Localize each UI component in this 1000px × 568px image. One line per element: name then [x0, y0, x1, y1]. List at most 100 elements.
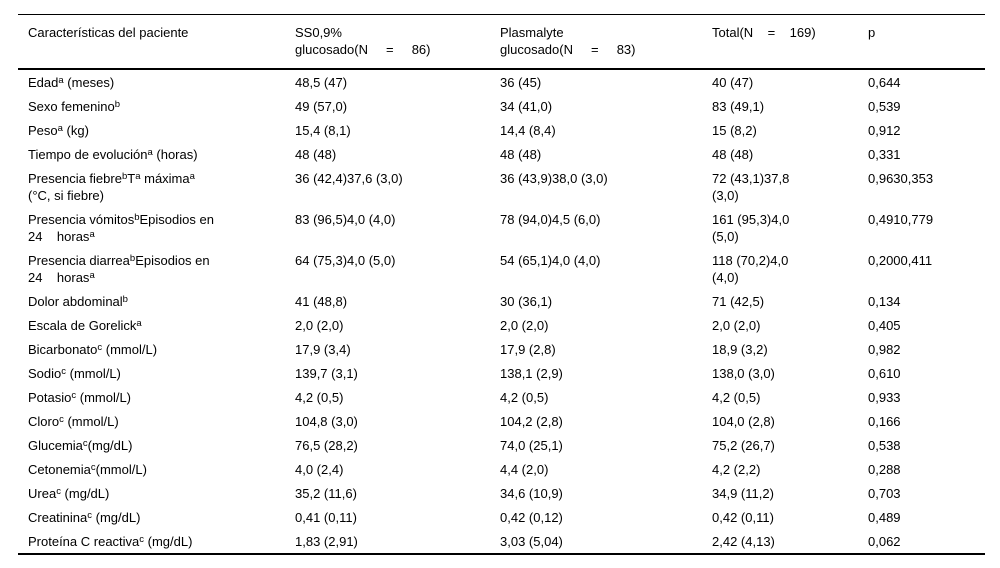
footnote-marker: a	[57, 122, 63, 134]
column-header-total: Total(N = 169)	[712, 14, 868, 70]
value-cell-total: 75,2 (26,7)	[712, 437, 775, 453]
value-cell-ss09: 4,2 (0,5)	[295, 389, 344, 405]
row-label-cell: Cetonemiac(mmol/L)	[28, 461, 147, 477]
row-label-cell: Proteína C reactivac (mg/dL)	[18, 529, 295, 555]
value-cell-plasmalyte: 4,2 (0,5)	[500, 389, 549, 405]
value-cell-p: 0,610	[868, 365, 901, 381]
value-cell-plasmalyte: 138,1 (2,9)	[500, 365, 563, 381]
value-cell-plasmalyte: 104,2 (2,8)	[500, 413, 563, 429]
value-cell-p: 0,2000,411	[868, 252, 933, 268]
row-label-cell: Glucemiac(mg/dL)	[28, 437, 133, 453]
footnote-marker: c	[56, 485, 61, 497]
value-cell-p: 0,288	[868, 461, 901, 477]
footnote-marker: c	[139, 533, 145, 545]
table-body: Edada (meses) 48,5 (47) 36 (45) 40 (47) …	[18, 69, 985, 555]
footnote-marker: b	[121, 170, 128, 182]
value-cell-ss09: 104,8 (3,0)	[295, 413, 358, 429]
row-label-cell: Potasioc (mmol/L)	[28, 389, 132, 405]
value-cell-plasmalyte: 4,4 (2,0)	[500, 461, 549, 477]
column-header-ss09-glucosado: SS0,9% glucosado(N = 86)	[295, 14, 500, 70]
value-cell-total: 83 (49,1)	[712, 98, 765, 114]
row-label-cell: Sodioc (mmol/L)	[28, 365, 121, 381]
value-cell-ss09: 4,0 (2,4)	[295, 461, 344, 477]
value-cell-plasmalyte: 36 (43,9)38,0 (3,0)	[500, 170, 608, 186]
value-cell-plasmalyte: 48 (48)	[500, 146, 542, 162]
value-cell-ss09: 49 (57,0)	[295, 98, 348, 114]
value-cell-plasmalyte: 14,4 (8,4)	[500, 122, 556, 138]
value-cell-p: 0,703	[868, 485, 901, 501]
row-label-cell: Escala de Gorelicka	[28, 317, 142, 333]
value-cell-ss09: 48,5 (47)	[295, 74, 348, 90]
value-cell-plasmalyte: 2,0 (2,0)	[500, 317, 549, 333]
table-row: Bicarbonatoc (mmol/L) 17,9 (3,4) 17,9 (2…	[18, 337, 985, 361]
value-cell-p: 0,405	[868, 317, 901, 333]
value-cell-ss09: 35,2 (11,6)	[295, 485, 357, 501]
value-cell-plasmalyte: 0,42 (0,12)	[500, 509, 563, 525]
value-cell-total: 34,9 (11,2)	[712, 485, 774, 501]
value-cell-total: 118 (70,2)4,0 (4,0)	[712, 252, 789, 285]
value-cell-total: 2,0 (2,0)	[712, 317, 761, 333]
footnote-marker: c	[97, 341, 103, 353]
footnote-marker: a	[89, 228, 95, 240]
table-row: Presencia diarreabEpisodios en 24 horasa…	[18, 248, 985, 289]
row-label-cell: Presencia diarreabEpisodios en 24 horasa	[28, 252, 210, 285]
footnote-marker: b	[114, 98, 121, 110]
value-cell-ss09: 2,0 (2,0)	[295, 317, 344, 333]
header-row: Características del paciente SS0,9% gluc…	[18, 14, 985, 70]
column-header-characteristics: Características del paciente	[18, 14, 295, 70]
value-cell-p: 0,9630,353	[868, 170, 934, 186]
value-cell-p: 0,933	[868, 389, 901, 405]
value-cell-total: 161 (95,3)4,0 (5,0)	[712, 211, 790, 244]
table-row: Presencia vómitosbEpisodios en 24 horasa…	[18, 207, 985, 248]
footnote-marker: c	[59, 413, 64, 425]
column-header-plasmalyte-glucosado: Plasmalyte glucosado(N = 83)	[500, 14, 712, 70]
value-cell-plasmalyte: 54 (65,1)4,0 (4,0)	[500, 252, 601, 268]
column-header-p-value: p	[868, 14, 985, 70]
value-cell-p: 0,062	[868, 529, 985, 555]
value-cell-ss09: 1,83 (2,91)	[295, 529, 500, 555]
table-row: Escala de Gorelicka 2,0 (2,0) 2,0 (2,0) …	[18, 313, 985, 337]
value-cell-plasmalyte: 17,9 (2,8)	[500, 341, 556, 357]
table-row: Pesoa (kg) 15,4 (8,1) 14,4 (8,4) 15 (8,2…	[18, 118, 985, 142]
value-cell-ss09: 139,7 (3,1)	[295, 365, 358, 381]
value-cell-ss09: 83 (96,5)4,0 (4,0)	[295, 211, 396, 227]
value-cell-plasmalyte: 30 (36,1)	[500, 293, 553, 309]
footnote-marker: a	[58, 74, 64, 86]
row-label-cell: Creatininac (mg/dL)	[28, 509, 141, 525]
row-label-cell: Pesoa (kg)	[28, 122, 89, 138]
value-cell-p: 0,4910,779	[868, 211, 934, 227]
table-row: Potasioc (mmol/L) 4,2 (0,5) 4,2 (0,5) 4,…	[18, 385, 985, 409]
row-label-cell: Bicarbonatoc (mmol/L)	[28, 341, 158, 357]
value-cell-plasmalyte: 74,0 (25,1)	[500, 437, 563, 453]
value-cell-p: 0,539	[868, 98, 901, 114]
patient-characteristics-table: Características del paciente SS0,9% gluc…	[18, 14, 985, 555]
table-row: Sodioc (mmol/L) 139,7 (3,1) 138,1 (2,9) …	[18, 361, 985, 385]
table-row: Presencia fiebrebTa máximaa (°C, si fieb…	[18, 166, 985, 207]
footnote-marker: b	[122, 293, 128, 305]
value-cell-total: 18,9 (3,2)	[712, 341, 768, 357]
footnote-marker: c	[87, 509, 93, 521]
row-label-cell: Sexo femeninob	[28, 98, 121, 114]
row-label-cell: Tiempo de evolucióna (horas)	[28, 146, 198, 162]
footnote-marker: a	[189, 170, 195, 182]
value-cell-p: 0,982	[868, 341, 901, 357]
value-cell-ss09: 17,9 (3,4)	[295, 341, 351, 357]
table-container: Características del paciente SS0,9% gluc…	[18, 14, 985, 555]
footnote-marker: a	[136, 317, 142, 329]
value-cell-p: 0,912	[868, 122, 901, 138]
value-cell-ss09: 76,5 (28,2)	[295, 437, 358, 453]
footnote-marker: c	[90, 461, 96, 473]
value-cell-plasmalyte: 78 (94,0)4,5 (6,0)	[500, 211, 601, 227]
value-cell-total: 40 (47)	[712, 74, 754, 90]
footnote-marker: a	[135, 170, 141, 182]
row-label-cell: Presencia vómitosbEpisodios en 24 horasa	[28, 211, 214, 244]
value-cell-plasmalyte: 34,6 (10,9)	[500, 485, 563, 501]
table-row: Ureac (mg/dL) 35,2 (11,6) 34,6 (10,9) 34…	[18, 481, 985, 505]
row-label-cell: Ureac (mg/dL)	[28, 485, 110, 501]
value-cell-total: 71 (42,5)	[712, 293, 765, 309]
value-cell-total: 15 (8,2)	[712, 122, 757, 138]
value-cell-ss09: 64 (75,3)4,0 (5,0)	[295, 252, 396, 268]
value-cell-p: 0,644	[868, 74, 901, 90]
footnote-marker: c	[82, 437, 88, 449]
table-row: Proteína C reactivac (mg/dL) 1,83 (2,91)…	[18, 529, 985, 555]
